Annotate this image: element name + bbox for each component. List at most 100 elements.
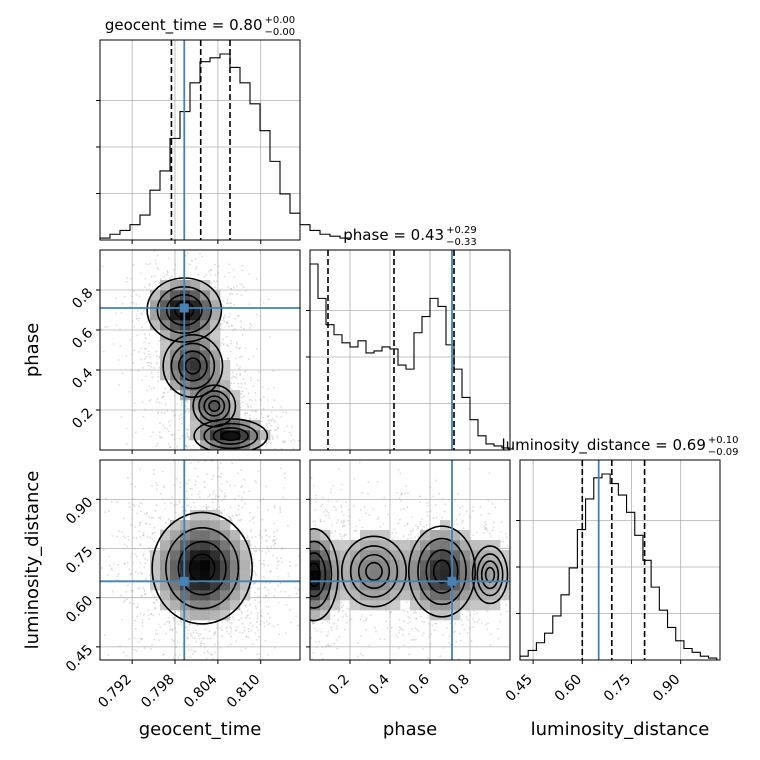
sample-point (287, 524, 289, 527)
density-cell (240, 570, 251, 581)
sample-point (252, 583, 255, 585)
sample-point (166, 621, 169, 623)
sample-point (200, 640, 203, 643)
sample-point (303, 502, 305, 504)
sample-point (137, 572, 140, 575)
sample-point (241, 496, 244, 499)
sample-point (215, 280, 218, 283)
sample-point (197, 493, 200, 495)
sample-point (319, 520, 322, 523)
sample-point (153, 366, 155, 369)
sample-point (133, 325, 136, 328)
sample-point (354, 664, 356, 666)
sample-point (234, 327, 237, 330)
sample-point (223, 492, 226, 495)
sample-point (402, 633, 404, 636)
sample-point (243, 395, 245, 397)
sample-point (259, 600, 262, 603)
density-cell (400, 570, 411, 581)
sample-point (343, 524, 346, 527)
sample-point (305, 588, 307, 590)
sample-point (271, 434, 273, 437)
sample-point (73, 550, 75, 552)
sample-point (143, 512, 146, 515)
sample-point (353, 529, 356, 532)
sample-point (242, 473, 244, 475)
sample-point (155, 400, 158, 403)
sample-point (226, 322, 229, 324)
sample-point (304, 590, 306, 592)
sample-point (360, 615, 363, 617)
sample-point (417, 525, 419, 528)
density-cell (340, 570, 351, 581)
sample-point (284, 600, 286, 602)
sample-point (365, 703, 367, 705)
sample-point (255, 410, 258, 413)
sample-point (307, 522, 309, 524)
sample-point (159, 515, 162, 518)
sample-point (242, 327, 245, 330)
sample-point (302, 612, 304, 614)
sample-point (238, 676, 240, 678)
density-cell (310, 610, 321, 621)
sample-point (155, 629, 158, 632)
sample-point (77, 252, 79, 254)
sample-point (230, 628, 233, 630)
density-cell (330, 570, 341, 581)
sample-point (443, 510, 446, 513)
sample-point (137, 603, 139, 605)
sample-point (237, 347, 240, 350)
sample-point (171, 456, 173, 458)
sample-point (492, 699, 494, 701)
sample-point (331, 629, 333, 632)
sample-point (190, 493, 193, 496)
sample-point (552, 635, 554, 637)
sample-point (138, 587, 141, 589)
sample-point (306, 588, 308, 590)
sample-point (279, 506, 282, 509)
sample-point (209, 268, 212, 271)
sample-point (469, 675, 471, 677)
sample-point (178, 501, 181, 504)
sample-point (294, 564, 297, 567)
sample-point (311, 621, 314, 624)
sample-point (333, 622, 335, 625)
sample-point (334, 530, 337, 533)
density-cell (370, 590, 381, 601)
sample-point (148, 400, 151, 402)
sample-point (285, 676, 287, 678)
sample-point (304, 646, 306, 648)
sample-point (165, 667, 167, 669)
sample-point (138, 505, 140, 508)
sample-point (290, 525, 292, 527)
sample-point (340, 535, 342, 538)
density-cell (220, 370, 231, 381)
sample-point (407, 615, 410, 618)
sample-point (427, 504, 429, 507)
sample-point (223, 508, 226, 511)
sample-point (164, 522, 167, 525)
sample-point (228, 484, 231, 487)
sample-point (195, 454, 197, 456)
sample-point (487, 622, 489, 625)
sample-point (266, 545, 269, 548)
sample-point (307, 617, 309, 619)
sample-point (304, 554, 306, 556)
sample-point (333, 642, 336, 645)
sample-point (291, 425, 293, 428)
sample-point (271, 436, 274, 439)
sample-point (198, 667, 200, 669)
density-cell (420, 560, 431, 571)
sample-point (254, 455, 256, 457)
sample-point (153, 540, 156, 543)
sample-point (235, 373, 238, 376)
sample-point (228, 312, 231, 315)
sample-point (186, 504, 189, 507)
sample-point (186, 452, 188, 454)
sample-point (485, 528, 488, 531)
density-cell (210, 520, 221, 531)
sample-point (154, 531, 156, 534)
sample-point (292, 560, 294, 562)
density-cell (400, 580, 411, 591)
sample-point (364, 619, 367, 622)
